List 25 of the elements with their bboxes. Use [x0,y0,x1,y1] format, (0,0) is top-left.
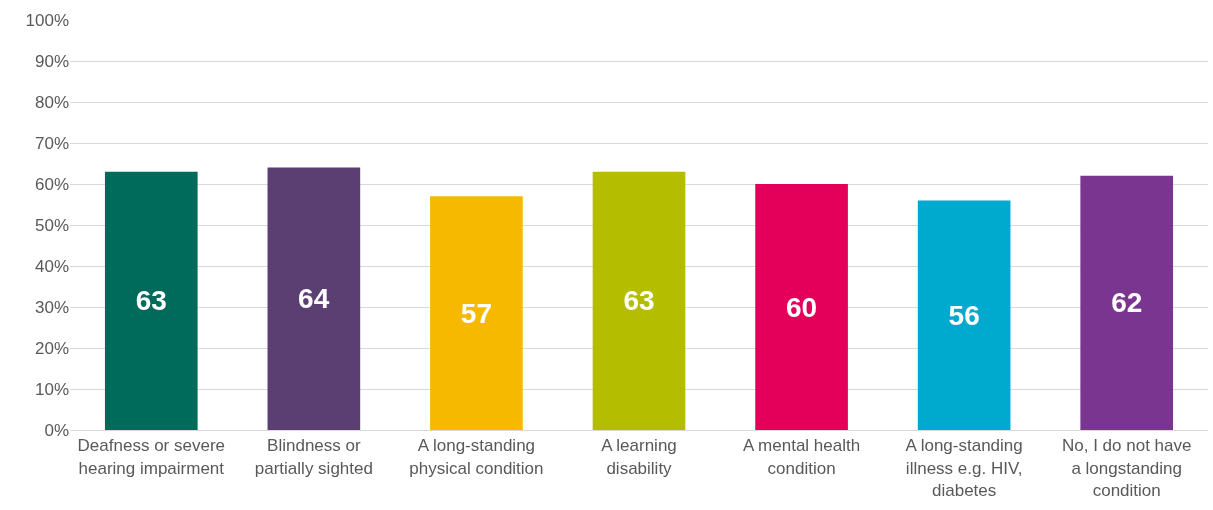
y-tick-label: 70% [34,133,69,153]
data-label: 62 [1111,287,1143,319]
y-tick-label: 80% [34,92,69,112]
x-tick-label: Blindness or partially sighted [254,436,373,478]
y-tick-label: 40% [34,256,69,276]
x-tick-label: No, I do not have a longstanding condition [1061,436,1192,500]
y-tick-label: 100% [25,10,69,30]
data-label: 63 [135,285,167,317]
y-tick-label: 10% [34,379,69,399]
x-tick-label: A long-standing physical condition [409,436,544,478]
y-tick-label: 30% [34,297,69,317]
y-tick-label: 90% [34,51,69,71]
data-label: 56 [948,299,980,331]
x-tick-label: A learning disability [601,436,677,478]
y-tick-label: 0% [44,420,69,440]
y-tick-label: 50% [34,215,69,235]
x-tick-label: Deafness or severe hearing impairment [77,436,225,478]
data-label: 60 [785,291,818,323]
data-label: 64 [298,283,330,315]
x-tick-label: A long-standing illness e.g. HIV, diabetes [905,436,1023,500]
x-tick-label: A mental health condition [742,436,861,478]
data-label: 63 [623,285,655,317]
data-label: 57 [460,297,493,329]
y-tick-label: 60% [34,174,69,194]
y-tick-label: 20% [34,338,69,358]
